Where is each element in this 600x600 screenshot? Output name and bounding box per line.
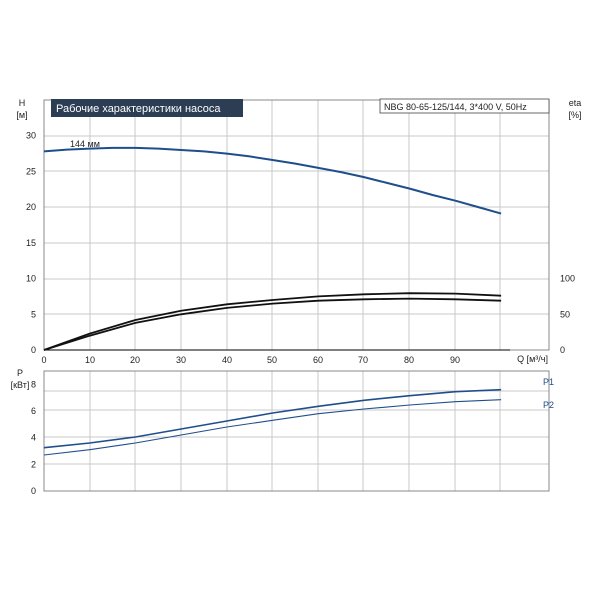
series-label-head: 144 мм xyxy=(70,139,100,149)
y-tick-label-power: 8 xyxy=(31,379,36,389)
x-tick-label: 20 xyxy=(130,355,140,365)
x-axis-label: Q [м³/ч] xyxy=(517,354,548,364)
series-line xyxy=(43,388,502,449)
series-line xyxy=(43,399,502,456)
y-tick-label-left: 30 xyxy=(26,131,36,141)
y-axis-label-power: P xyxy=(17,368,23,378)
x-tick-label: 90 xyxy=(450,355,460,365)
model-label-box xyxy=(379,98,550,114)
y-tick-label-left: 25 xyxy=(26,166,36,176)
y-tick-label-left: 0 xyxy=(31,345,36,355)
series-label-power: P2 xyxy=(543,400,554,410)
series-line xyxy=(43,297,502,351)
y-tick-label-left: 5 xyxy=(31,309,36,319)
y-axis-unit-left: [м] xyxy=(16,110,27,120)
y-axis-unit-right: [%] xyxy=(568,110,581,120)
title-badge-text: Рабочие характеристики насоса xyxy=(56,103,221,115)
x-tick-label: 30 xyxy=(176,355,186,365)
y-tick-label-power: 0 xyxy=(31,486,36,496)
x-tick-label: 40 xyxy=(222,355,232,365)
x-tick-label: 50 xyxy=(267,355,277,365)
x-tick-label: 0 xyxy=(41,355,46,365)
plot-frame-top xyxy=(43,99,550,351)
title-badge-background xyxy=(51,99,243,117)
model-label-text: NBG 80-65-125/144, 3*400 V, 50Hz xyxy=(384,102,527,112)
y-axis-label-right: eta xyxy=(569,98,582,108)
plot-frame-bottom xyxy=(43,370,550,492)
y-tick-label-power: 6 xyxy=(31,406,36,416)
y-tick-label-left: 15 xyxy=(26,238,36,248)
x-tick-label: 70 xyxy=(358,355,368,365)
y-tick-label-power: 4 xyxy=(31,433,36,443)
y-tick-label-left: 10 xyxy=(26,274,36,284)
series-line xyxy=(43,292,502,351)
y-tick-label-right: 100 xyxy=(560,274,575,284)
series-label-power: P1 xyxy=(543,377,554,387)
y-axis-unit-power: [кВт] xyxy=(11,380,30,390)
x-tick-label: 80 xyxy=(404,355,414,365)
x-tick-label: 10 xyxy=(85,355,95,365)
y-tick-label-right: 0 xyxy=(560,345,565,355)
y-tick-label-right: 50 xyxy=(560,309,570,319)
y-axis-label-left: H xyxy=(19,98,26,108)
y-tick-label-left: 20 xyxy=(26,202,36,212)
y-tick-label-power: 2 xyxy=(31,459,36,469)
series-line xyxy=(43,146,502,215)
x-tick-label: 60 xyxy=(313,355,323,365)
